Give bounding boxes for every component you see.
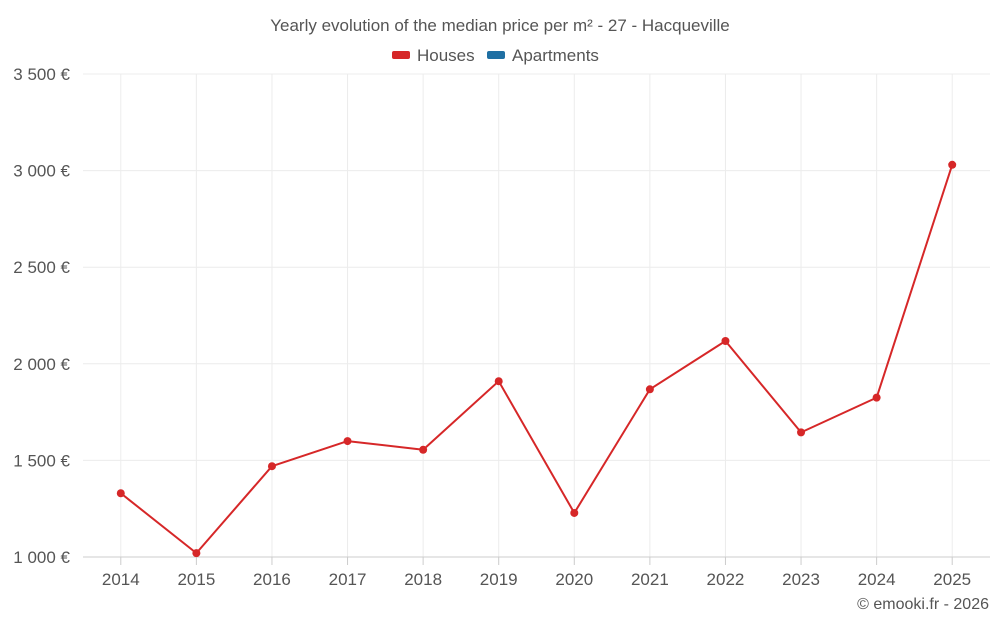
chart-title: Yearly evolution of the median price per… — [270, 16, 730, 35]
y-tick-label: 3 000 € — [13, 162, 70, 181]
legend-item-houses[interactable]: Houses — [392, 46, 475, 65]
x-tick-label: 2019 — [480, 570, 518, 589]
legend-swatch-houses — [392, 51, 410, 59]
series-line-houses — [120, 164, 954, 555]
data-point-houses[interactable] — [721, 337, 730, 346]
data-point-houses[interactable] — [645, 385, 654, 394]
series-layer — [116, 160, 957, 558]
y-tick-label: 2 500 € — [13, 258, 70, 277]
data-point-houses[interactable] — [570, 508, 579, 517]
x-tick-label: 2014 — [102, 570, 140, 589]
data-point-houses[interactable] — [797, 428, 806, 437]
x-tick-label: 2020 — [555, 570, 593, 589]
x-tick-label: 2025 — [933, 570, 971, 589]
x-tick-label: 2016 — [253, 570, 291, 589]
x-tick-label: 2018 — [404, 570, 442, 589]
data-point-houses[interactable] — [267, 462, 276, 471]
legend-label-houses: Houses — [417, 46, 475, 65]
grid — [83, 73, 990, 558]
x-tick-label: 2021 — [631, 570, 669, 589]
legend-swatch-apartments — [487, 51, 505, 59]
data-point-houses[interactable] — [192, 549, 201, 558]
legend-item-apartments[interactable]: Apartments — [487, 46, 599, 65]
y-tick-label: 2 000 € — [13, 355, 70, 374]
data-point-houses[interactable] — [343, 437, 352, 446]
data-point-houses[interactable] — [116, 489, 125, 498]
data-point-houses[interactable] — [419, 445, 428, 454]
legend-label-apartments: Apartments — [512, 46, 599, 65]
credit-text: © emooki.fr - 2026 — [857, 596, 989, 613]
data-point-houses[interactable] — [948, 160, 957, 169]
y-tick-label: 1 500 € — [13, 451, 70, 470]
x-tick-label: 2024 — [858, 570, 896, 589]
data-point-houses[interactable] — [872, 393, 881, 402]
x-axis: 2014 2015 2016 2017 2018 2019 2020 2021 2022 2023… — [102, 557, 971, 589]
y-axis: 1 000 € 1 500 € 2 000 € 2 500 € 3 000 € 3 500… — [13, 65, 70, 567]
x-tick-label: 2017 — [329, 570, 367, 589]
y-tick-label: 1 000 € — [13, 548, 70, 567]
x-tick-label: 2022 — [707, 570, 745, 589]
x-tick-label: 2023 — [782, 570, 820, 589]
legend: Houses Apartments — [392, 46, 599, 65]
y-tick-label: 3 500 € — [13, 65, 70, 84]
x-tick-label: 2015 — [177, 570, 215, 589]
data-point-houses[interactable] — [494, 377, 503, 386]
